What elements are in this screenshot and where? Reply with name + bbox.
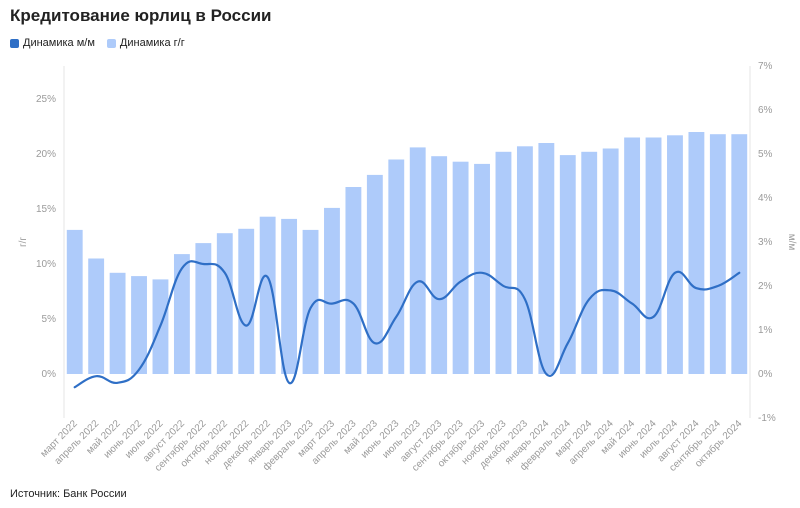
bar-yy bbox=[688, 132, 705, 374]
y-right-tick-label: 1% bbox=[758, 325, 773, 336]
bar-yy bbox=[667, 135, 683, 374]
bar-yy bbox=[366, 174, 383, 374]
y-left-tick-label: 15% bbox=[36, 204, 56, 215]
bar-yy bbox=[259, 216, 276, 374]
y-left-tick-label: 20% bbox=[36, 149, 56, 160]
bar-yy bbox=[559, 155, 576, 374]
y-right-tick-label: 2% bbox=[758, 281, 773, 292]
bar-yy bbox=[709, 134, 726, 374]
bar-yy bbox=[281, 218, 298, 374]
bar-yy bbox=[495, 151, 512, 374]
bar-yy bbox=[238, 228, 255, 374]
bar-yy bbox=[173, 254, 190, 374]
y-right-tick-label: -1% bbox=[758, 413, 776, 424]
y-right-tick-label: 0% bbox=[758, 369, 773, 380]
y-right-tick-label: 7% bbox=[758, 61, 773, 72]
legend-label-yy: Динамика г/г bbox=[119, 37, 185, 49]
bar-yy bbox=[645, 137, 662, 374]
bar-yy bbox=[109, 272, 126, 374]
y-right-tick-label: 6% bbox=[758, 105, 773, 116]
legend: Динамика м/м Динамика г/г bbox=[10, 37, 185, 49]
y-left-tick-label: 0% bbox=[42, 369, 57, 380]
legend-swatch-mm bbox=[10, 38, 19, 48]
y-right-axis-title: м/м bbox=[786, 234, 797, 251]
bar-yy bbox=[431, 156, 448, 374]
bar-yy bbox=[88, 258, 105, 374]
y-left-tick-label: 10% bbox=[36, 259, 56, 270]
bar-yy bbox=[452, 161, 469, 374]
legend-item-yy[interactable]: Динамика г/г bbox=[106, 37, 185, 49]
bar-yy bbox=[345, 187, 362, 374]
y-right-tick-label: 4% bbox=[758, 193, 773, 204]
bar-yy bbox=[324, 207, 340, 374]
chart-title: Кредитование юрлиц в России bbox=[10, 6, 272, 25]
y-left-axis-title: г/г bbox=[18, 237, 29, 247]
bar-yy bbox=[516, 146, 533, 374]
legend-item-mm[interactable]: Динамика м/м bbox=[10, 37, 95, 49]
bar-yy bbox=[131, 276, 147, 374]
bar-yy bbox=[581, 151, 598, 374]
legend-swatch-yy bbox=[106, 38, 116, 48]
bar-yy bbox=[388, 159, 405, 374]
y-left-tick-label: 5% bbox=[42, 314, 57, 325]
bar-yy bbox=[409, 147, 426, 374]
line-mm bbox=[73, 260, 741, 389]
bar-yy bbox=[602, 148, 619, 374]
bar-yy bbox=[195, 243, 212, 374]
bar-yy bbox=[731, 134, 748, 374]
bar-yy bbox=[302, 229, 319, 374]
y-left-tick-label: 25% bbox=[36, 94, 56, 105]
bar-yy bbox=[538, 143, 555, 374]
bar-yy bbox=[216, 233, 233, 374]
bar-yy bbox=[624, 137, 641, 374]
bar-yy bbox=[474, 163, 490, 374]
bar-yy bbox=[66, 229, 83, 374]
source-note: Источник: Банк России bbox=[10, 488, 127, 500]
y-right-tick-label: 5% bbox=[758, 149, 773, 160]
y-right-tick-label: 3% bbox=[758, 237, 773, 248]
legend-label-mm: Динамика м/м bbox=[23, 37, 95, 49]
